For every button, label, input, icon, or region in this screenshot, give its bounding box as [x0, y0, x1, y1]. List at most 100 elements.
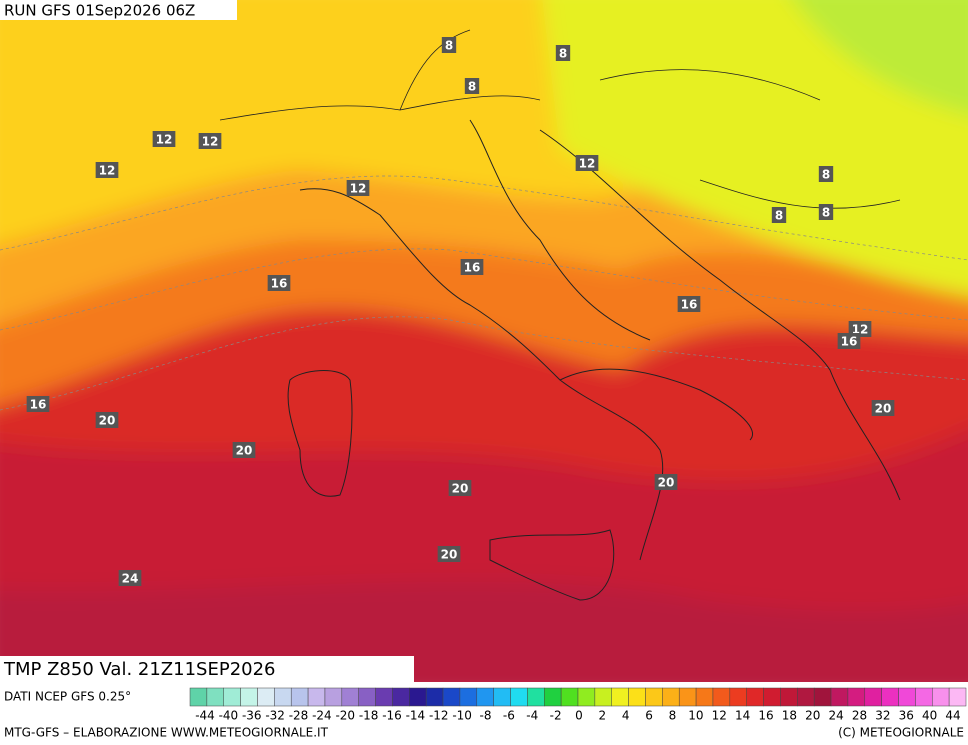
label-box	[771, 207, 787, 223]
colorbar-label: -2	[550, 709, 562, 723]
colorbar-label: -12	[429, 709, 449, 723]
colorbar-label: -40	[219, 709, 239, 723]
color-swatch	[645, 687, 663, 707]
colorbar-label: -32	[265, 709, 285, 723]
color-swatch	[240, 687, 258, 707]
contour-value: 16	[30, 398, 47, 412]
contour-value: 8	[822, 206, 830, 220]
color-swatch	[678, 687, 697, 707]
color-swatch	[763, 687, 781, 707]
color-swatch	[476, 687, 494, 707]
color-swatch	[881, 687, 899, 707]
product-label: TMP Z850 Val. 21Z11SEP2026	[3, 659, 276, 680]
colorbar-label: -24	[312, 709, 332, 723]
color-swatch	[948, 687, 967, 707]
label-box	[437, 546, 461, 562]
color-swatch	[544, 687, 562, 707]
colorbar-label: -36	[242, 709, 262, 723]
colorbar-label: 18	[782, 709, 797, 723]
contour-value: 24	[122, 572, 139, 586]
color-swatch	[746, 687, 764, 707]
color-swatch	[206, 687, 224, 707]
contour-value: 20	[441, 548, 458, 562]
label-box	[555, 45, 571, 61]
label-box	[267, 275, 291, 291]
color-swatch	[510, 687, 528, 707]
credit-left: MTG-GFS – ELABORAZIONE WWW.METEOGIORNALE…	[4, 726, 329, 740]
contour-label: 20	[232, 442, 256, 458]
contour-label: 16	[677, 296, 701, 312]
label-box	[152, 131, 176, 147]
contour-value: 8	[822, 168, 830, 182]
color-swatch	[392, 687, 410, 707]
color-swatch	[577, 687, 596, 707]
color-swatch	[409, 687, 427, 707]
label-box	[232, 442, 256, 458]
contour-label: 20	[871, 400, 895, 416]
color-swatch	[358, 687, 376, 707]
color-swatch	[324, 687, 343, 707]
run-label: RUN GFS 01Sep2026 06Z	[4, 2, 195, 20]
color-swatch	[780, 687, 798, 707]
colorbar: -44 -40 -36 -32 -28 -24 -20 -18 -16 -14 -12 -10 -8 -6…	[189, 687, 967, 723]
color-swatch	[847, 687, 866, 707]
contour-label: 20	[448, 480, 472, 496]
color-swatch	[813, 687, 832, 707]
color-swatch	[425, 687, 444, 707]
credit-right: (C) METEOGIORNALE	[838, 726, 964, 740]
contour-value: 20	[452, 482, 469, 496]
label-box	[460, 259, 484, 275]
contour-label: 20	[95, 412, 119, 428]
color-swatch	[223, 687, 241, 707]
contour-label: 12	[95, 162, 119, 178]
label-box	[448, 480, 472, 496]
colorbar-label: 4	[622, 709, 630, 723]
contour-value: 16	[271, 277, 288, 291]
colorbar-label: 20	[805, 709, 820, 723]
color-swatch	[493, 687, 511, 707]
colorbar-label: -4	[526, 709, 538, 723]
contour-value: 8	[559, 47, 567, 61]
color-swatch	[628, 687, 646, 707]
contour-label: 12	[152, 131, 176, 147]
color-swatch	[662, 687, 680, 707]
color-swatch	[932, 687, 950, 707]
colorbar-label: -8	[480, 709, 492, 723]
label-box	[818, 166, 834, 182]
label-box	[118, 570, 142, 586]
colorbar-label: 16	[758, 709, 773, 723]
color-swatch	[560, 687, 579, 707]
contour-label: 24	[118, 570, 142, 586]
contour-label: 8	[818, 166, 834, 182]
colorbar-label: 8	[669, 709, 677, 723]
color-swatch	[375, 687, 393, 707]
contour-value: 12	[350, 182, 367, 196]
color-swatch	[307, 687, 326, 707]
contour-value: 20	[99, 414, 116, 428]
color-swatch	[459, 687, 478, 707]
label-box	[871, 400, 895, 416]
colorbar-label: -28	[289, 709, 309, 723]
colorbar-label: 10	[688, 709, 703, 723]
product-box	[0, 656, 414, 683]
label-box	[26, 396, 50, 412]
contour-value: 16	[841, 335, 858, 349]
contour-label: 12	[346, 180, 370, 196]
contour-label: 8	[441, 37, 457, 53]
color-swatch	[797, 687, 815, 707]
colorbar-label: -20	[335, 709, 355, 723]
contour-label: 8	[771, 207, 787, 223]
contour-value: 20	[875, 402, 892, 416]
contour-label: 16	[460, 259, 484, 275]
contour-label: 20	[437, 546, 461, 562]
colorbar-label: 28	[852, 709, 867, 723]
color-swatch	[864, 687, 882, 707]
colorbar-label: 32	[875, 709, 890, 723]
contour-value: 20	[658, 476, 675, 490]
source-label: DATI NCEP GFS 0.25°	[4, 690, 131, 704]
colorbar-label: 14	[735, 709, 750, 723]
colorbar-label: -44	[195, 709, 215, 723]
color-swatch	[915, 687, 933, 707]
colorbar-label: 0	[575, 709, 583, 723]
